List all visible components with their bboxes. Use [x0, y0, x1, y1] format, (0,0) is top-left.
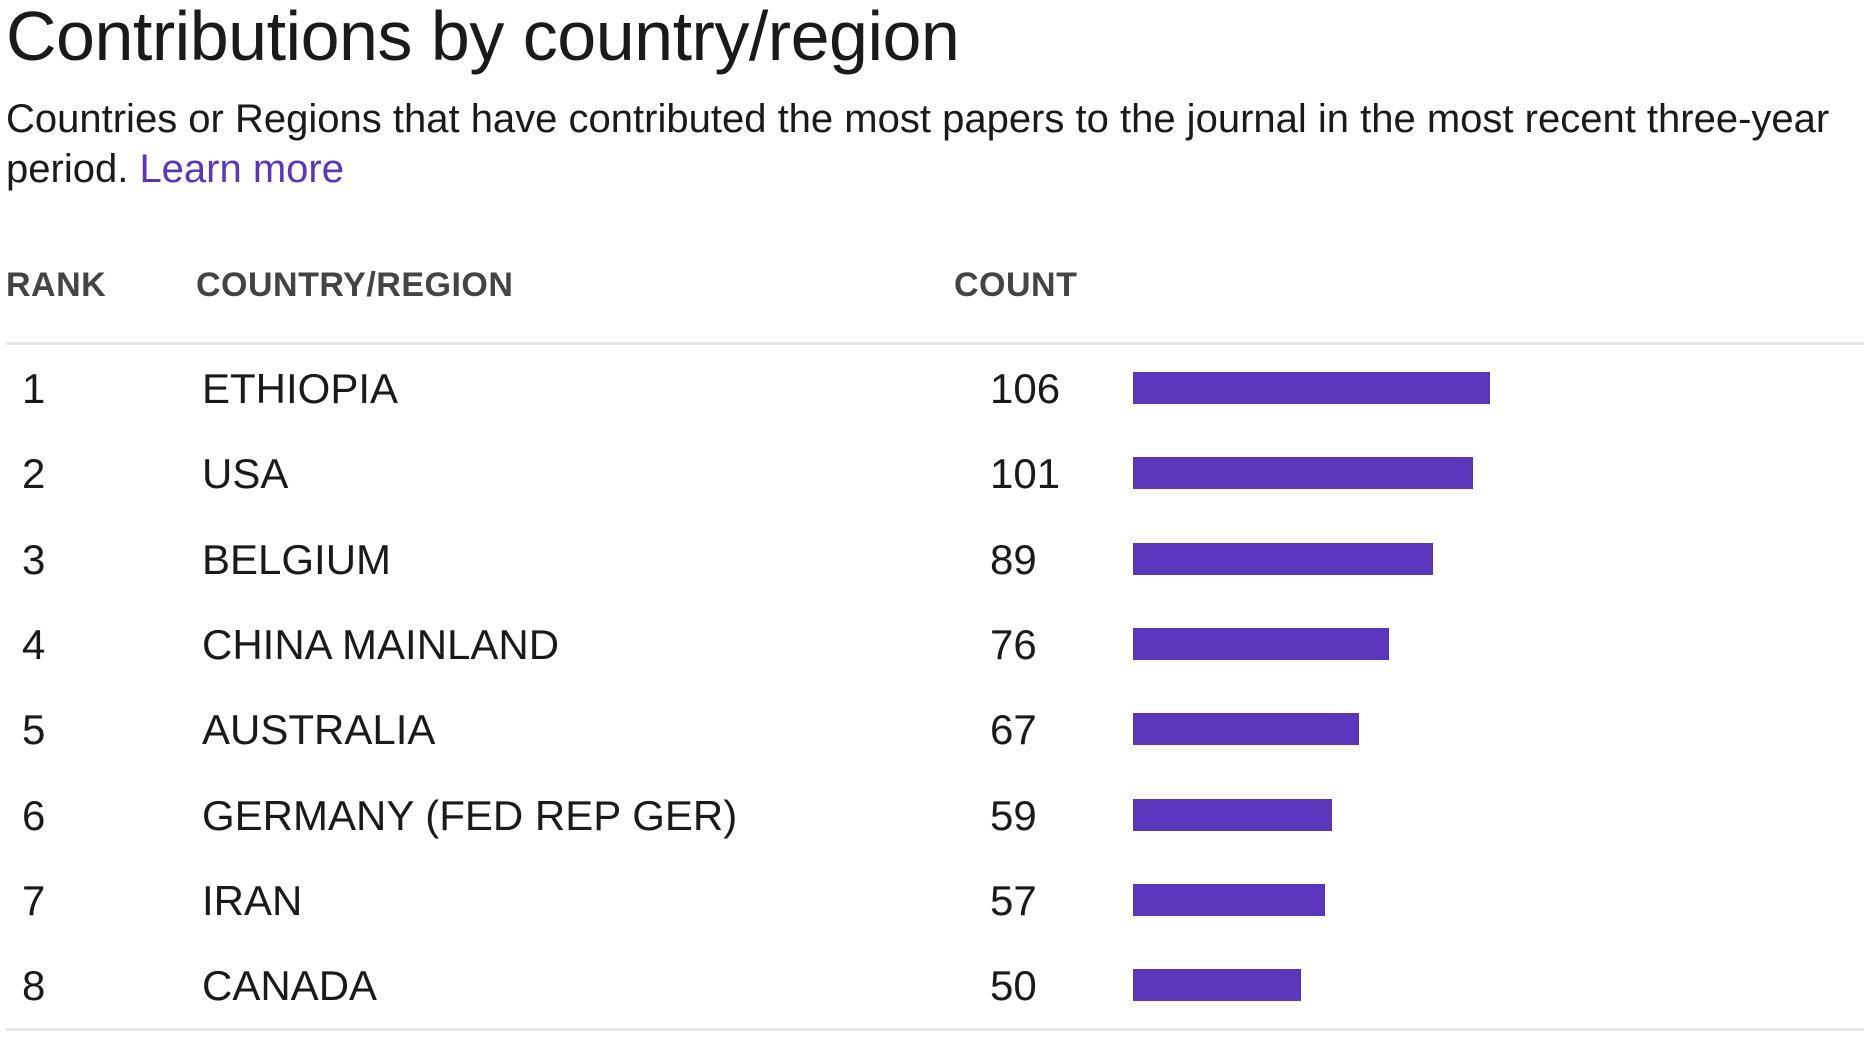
table-row: 7 IRAN 57: [0, 871, 1864, 931]
column-header-rank: RANK: [6, 266, 107, 304]
country-cell: CANADA: [202, 962, 378, 1010]
country-cell: USA: [202, 450, 289, 498]
column-header-count: COUNT: [954, 266, 1078, 304]
count-bar: [1133, 372, 1490, 404]
count-bar: [1133, 798, 1332, 831]
page-subtitle: Countries or Regions that have contribut…: [6, 94, 1858, 194]
table-top-divider: [6, 342, 1864, 345]
count-cell: 101: [990, 450, 1061, 498]
rank-cell: 3: [22, 535, 46, 583]
column-header-country: COUNTRY/REGION: [196, 266, 514, 304]
count-cell: 59: [990, 791, 1037, 839]
table-bottom-divider: [6, 1028, 1864, 1031]
table-row: 6 GERMANY (FED REP GER) 59: [0, 786, 1864, 846]
country-cell: IRAN: [202, 876, 303, 924]
rank-cell: 4: [22, 620, 46, 668]
count-bar: [1133, 713, 1359, 746]
country-cell: BELGIUM: [202, 535, 392, 583]
table-row: 3 BELGIUM 89: [0, 530, 1864, 590]
country-cell: CHINA MAINLAND: [202, 620, 560, 668]
count-bar: [1133, 627, 1389, 660]
rank-cell: 5: [22, 706, 46, 754]
count-cell: 76: [990, 620, 1037, 668]
country-cell: ETHIOPIA: [202, 365, 399, 412]
country-cell: GERMANY (FED REP GER): [202, 791, 738, 839]
count-cell: 67: [990, 706, 1037, 754]
rank-cell: 1: [22, 365, 46, 412]
rank-cell: 6: [22, 791, 46, 839]
count-cell: 50: [990, 962, 1037, 1010]
table-row: 8 CANADA 50: [0, 956, 1864, 1016]
table-row: 5 AUSTRALIA 67: [0, 700, 1864, 760]
table-row: 4 CHINA MAINLAND 76: [0, 615, 1864, 675]
subtitle-text: Countries or Regions that have contribut…: [6, 97, 1830, 191]
count-bar: [1133, 969, 1302, 1002]
count-bar: [1133, 542, 1433, 575]
count-bar: [1133, 883, 1325, 916]
count-bar: [1133, 457, 1474, 490]
page-title: Contributions by country/region: [6, 0, 960, 75]
count-cell: 57: [990, 876, 1037, 924]
rank-cell: 7: [22, 876, 46, 924]
country-cell: AUSTRALIA: [202, 706, 436, 754]
rank-cell: 8: [22, 962, 46, 1010]
table-row: 2 USA 101: [0, 444, 1864, 504]
learn-more-link[interactable]: Learn more: [139, 147, 344, 191]
count-cell: 106: [990, 365, 1061, 412]
rank-cell: 2: [22, 450, 46, 498]
count-cell: 89: [990, 535, 1037, 583]
table-row: 1 ETHIOPIA 106: [0, 359, 1864, 419]
